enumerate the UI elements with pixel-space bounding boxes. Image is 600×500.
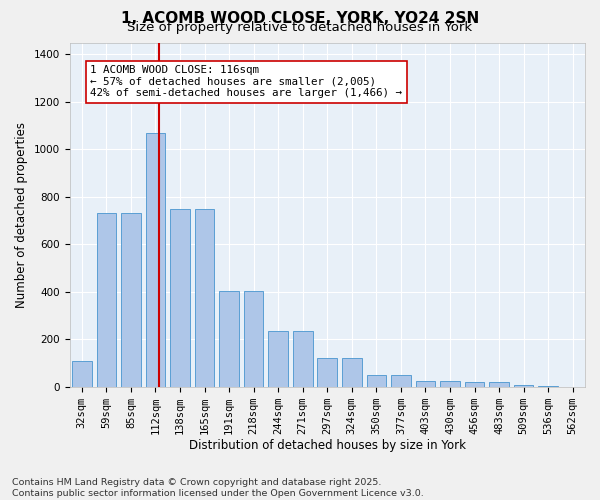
Y-axis label: Number of detached properties: Number of detached properties [15,122,28,308]
Bar [97,214,116,386]
Text: 1 ACOMB WOOD CLOSE: 116sqm
← 57% of detached houses are smaller (2,005)
42% of s: 1 ACOMB WOOD CLOSE: 116sqm ← 57% of deta… [91,65,403,98]
Bar [465,382,484,386]
Bar [121,214,141,386]
Text: Size of property relative to detached houses in York: Size of property relative to detached ho… [127,22,473,35]
Bar [72,360,92,386]
Bar [170,208,190,386]
Bar [317,358,337,386]
Text: Contains HM Land Registry data © Crown copyright and database right 2025.
Contai: Contains HM Land Registry data © Crown c… [12,478,424,498]
Bar [293,331,313,386]
Bar [489,382,509,386]
Bar [268,331,288,386]
Bar [195,208,214,386]
Bar [416,381,435,386]
Bar [391,375,411,386]
Bar [367,375,386,386]
Bar [440,381,460,386]
Bar [244,290,263,386]
Bar [514,385,533,386]
Bar [146,132,165,386]
Bar [219,290,239,386]
X-axis label: Distribution of detached houses by size in York: Distribution of detached houses by size … [189,440,466,452]
Bar [342,358,362,386]
Text: 1, ACOMB WOOD CLOSE, YORK, YO24 2SN: 1, ACOMB WOOD CLOSE, YORK, YO24 2SN [121,11,479,26]
